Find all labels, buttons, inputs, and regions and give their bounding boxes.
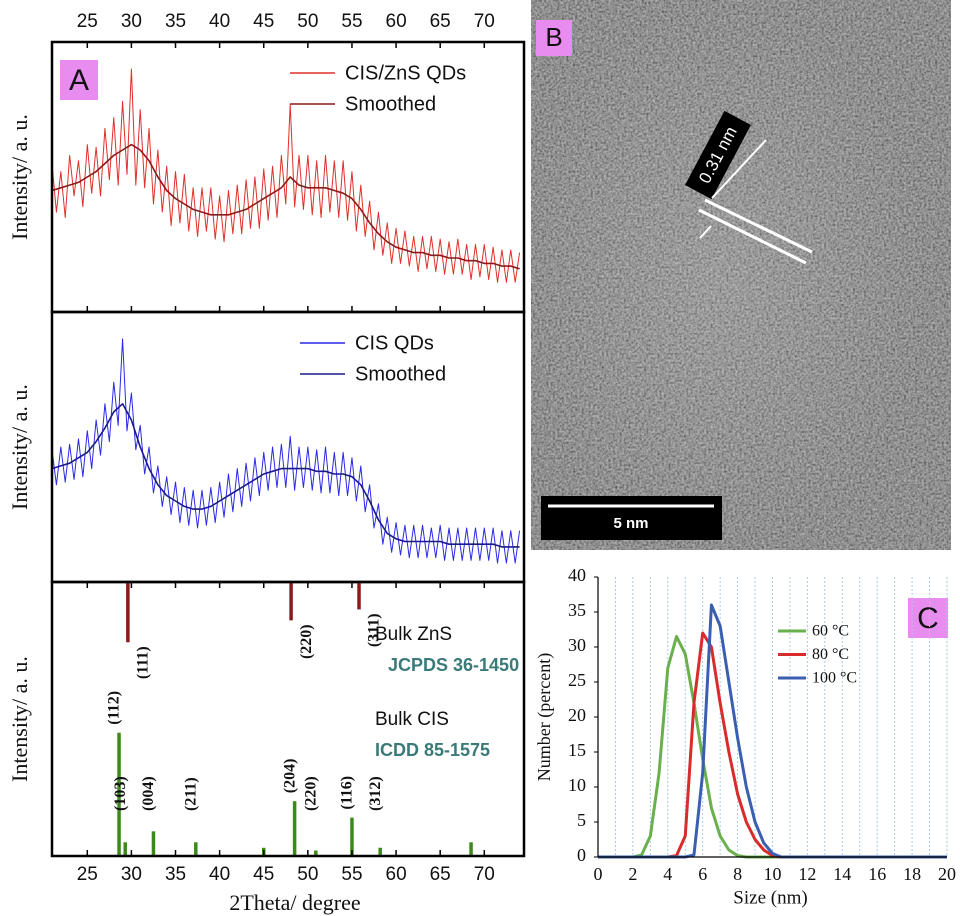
panel-label: C — [917, 602, 939, 635]
peak-label: (004) — [140, 776, 157, 811]
x-tick-label: 40 — [209, 864, 230, 885]
reference-name: Bulk CIS — [375, 709, 449, 730]
arrow — [699, 225, 712, 239]
peak-label: (220) — [302, 776, 319, 811]
data-line — [51, 68, 521, 283]
y-tick-label: 10 — [568, 775, 586, 795]
lattice-line — [698, 208, 807, 265]
x-tick-label: 60 — [386, 864, 407, 885]
legend-label: 80 °C — [812, 646, 849, 663]
x-tick-label: 0 — [594, 864, 603, 884]
x-axis-title: Size (nm) — [733, 887, 807, 908]
y-axis-title: Intensity/ a. u. — [7, 114, 32, 240]
x-tick-label: 65 — [430, 11, 451, 32]
x-tick-label: 16 — [868, 864, 886, 884]
y-tick-label: 0 — [577, 845, 586, 865]
data-line — [51, 338, 521, 564]
reference-name: Bulk ZnS — [375, 624, 452, 645]
y-tick-label: 5 — [577, 810, 586, 830]
peak-label: (211) — [182, 777, 199, 811]
peak-label: (311) — [366, 613, 383, 647]
panel-label-box — [908, 598, 948, 638]
legend-label: Smoothed — [345, 93, 436, 115]
panel-label: B — [545, 22, 562, 52]
data-line — [51, 403, 520, 548]
y-axis-title: Number (percent) — [534, 653, 555, 781]
annotation-box — [685, 110, 751, 200]
x-tick-label: 55 — [341, 864, 362, 885]
y-tick-label: 25 — [568, 670, 586, 690]
x-tick-label: 40 — [209, 11, 230, 32]
x-tick-label: 6 — [698, 864, 707, 884]
y-tick-label: 15 — [568, 740, 586, 760]
panel-label-box — [60, 60, 98, 100]
plot-frame — [50, 580, 526, 858]
x-tick-label: 4 — [663, 864, 672, 884]
scale-bar-label: 5 nm — [613, 515, 648, 532]
legend-label: 100 °C — [812, 670, 857, 687]
x-tick-label: 70 — [474, 11, 495, 32]
data-line — [51, 143, 520, 270]
x-tick-label: 8 — [733, 864, 742, 884]
x-tick-label: 25 — [77, 11, 98, 32]
x-tick-label: 45 — [253, 864, 274, 885]
lattice-line — [704, 198, 813, 254]
y-axis-title: Intensity/ a. u. — [7, 384, 32, 510]
y-tick-label: 30 — [568, 635, 586, 655]
legend-label: Smoothed — [355, 363, 446, 385]
x-tick-label: 25 — [77, 864, 98, 885]
x-tick-label: 30 — [121, 11, 142, 32]
x-tick-label: 55 — [341, 11, 362, 32]
x-tick-label: 65 — [430, 864, 451, 885]
x-tick-label: 12 — [798, 864, 816, 884]
x-tick-label: 30 — [121, 864, 142, 885]
x-tick-label: 2 — [628, 864, 637, 884]
legend-label: CIS/ZnS QDs — [345, 62, 466, 84]
peak-label: (116) — [339, 776, 356, 810]
peak-label: (103) — [112, 776, 129, 811]
micrograph-panel: B 0.31 nm 5 nm — [531, 0, 951, 550]
reference-card: ICDD 85-1575 — [375, 740, 490, 760]
peak-label: (111) — [135, 646, 152, 679]
x-axis-title: 2Theta/ degree — [229, 890, 360, 915]
x-tick-label: 14 — [833, 864, 851, 884]
x-tick-label: 60 — [386, 11, 407, 32]
x-tick-label: 70 — [474, 864, 495, 885]
legend-label: CIS QDs — [355, 332, 434, 354]
scale-bar-box — [541, 496, 722, 540]
reference-card: JCPDS 36-1450 — [388, 655, 519, 675]
peak-label: (112) — [106, 691, 123, 725]
arrow — [711, 139, 767, 199]
legend-label: 60 °C — [812, 623, 849, 640]
x-tick-label: 35 — [165, 864, 186, 885]
peak-label: (220) — [298, 624, 315, 659]
y-tick-label: 35 — [568, 600, 586, 620]
peak-label: (312) — [367, 776, 384, 811]
y-axis-title: Intensity/ a. u. — [7, 656, 32, 782]
x-tick-label: 18 — [903, 864, 921, 884]
micrograph-glow — [531, 0, 951, 550]
x-tick-label: 45 — [253, 11, 274, 32]
panel-label: A — [69, 64, 89, 97]
y-tick-label: 20 — [568, 705, 586, 725]
x-tick-label: 35 — [165, 11, 186, 32]
peak-label: (204) — [281, 759, 298, 794]
x-tick-label: 20 — [938, 864, 956, 884]
x-tick-label: 50 — [297, 11, 318, 32]
x-tick-label: 50 — [297, 864, 318, 885]
panel-label-box — [536, 20, 572, 56]
x-tick-label: 10 — [764, 864, 782, 884]
y-tick-label: 40 — [568, 565, 586, 585]
